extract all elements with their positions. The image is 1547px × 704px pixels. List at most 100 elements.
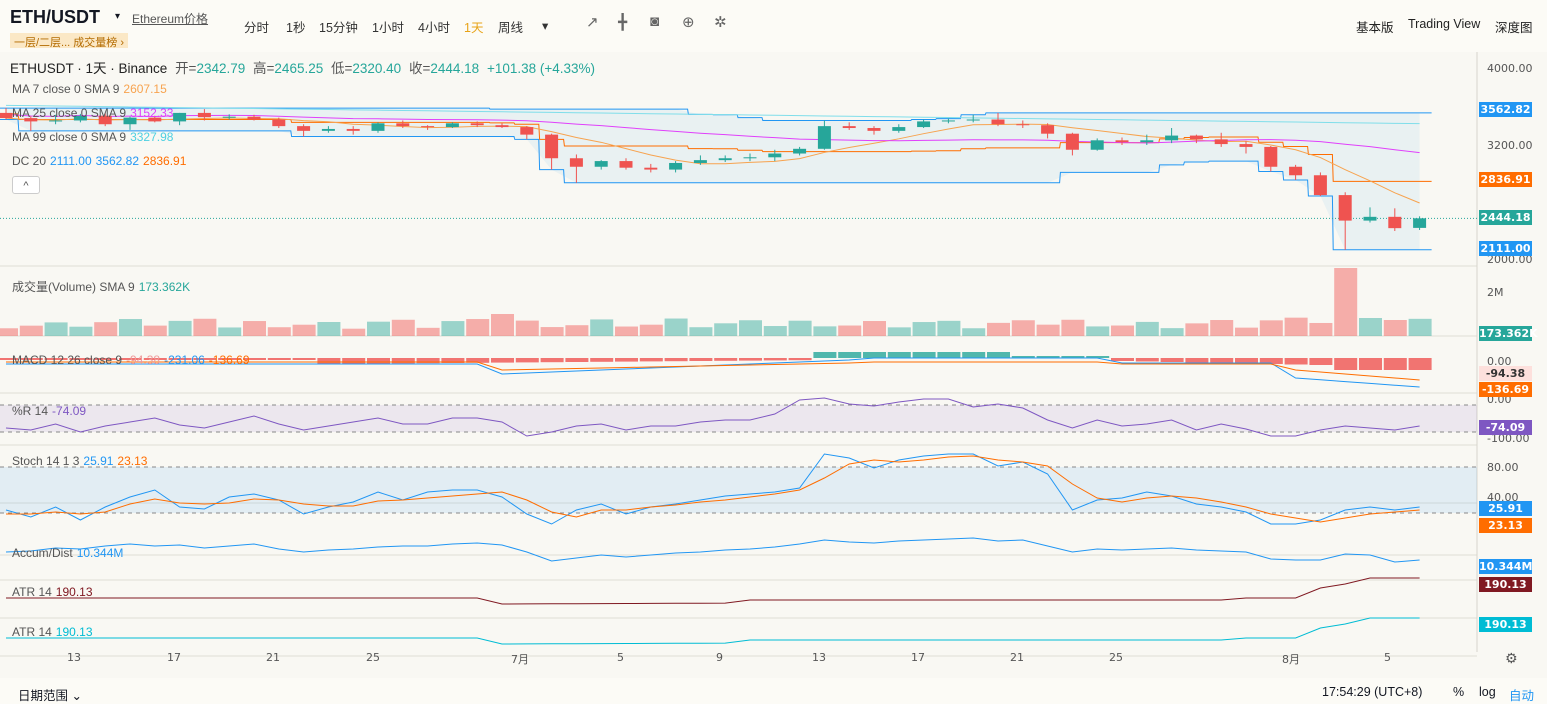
- macd-bar: [1408, 358, 1432, 370]
- macd-bar: [590, 358, 614, 362]
- settings-gear-icon[interactable]: ⚙: [1505, 650, 1518, 666]
- ma25-line: [5, 113, 1420, 154]
- symbol-info: ETHUSDT · 1天 · Binance: [10, 61, 168, 76]
- ma25-legend[interactable]: MA 25 close 0 SMA 9 3152.33: [12, 106, 173, 120]
- price-tick: 4000.00: [1487, 62, 1533, 75]
- macd-bar: [1359, 358, 1382, 370]
- tag-bar[interactable]: 一层/二层... 成交量榜 ›: [10, 33, 129, 49]
- macd-label: MACD 12 26 close 9: [12, 353, 123, 367]
- date-range-button[interactable]: 日期范围 ⌄: [18, 689, 82, 703]
- bottom-bar: 日期范围 ⌄ 17:54:29 (UTC+8) % log 自动: [0, 678, 1547, 704]
- volume-bar: [1135, 321, 1159, 336]
- candle-body: [743, 157, 757, 159]
- candle-type-icon[interactable]: ╋: [618, 14, 628, 31]
- log-toggle[interactable]: log: [1479, 685, 1496, 699]
- volume-bar: [1383, 320, 1407, 336]
- last-price-pill: 2444.18: [1479, 210, 1532, 225]
- chart-canvas[interactable]: [0, 52, 1547, 678]
- atr1-line: [6, 577, 1420, 605]
- wr-legend[interactable]: %R 14 -74.09: [12, 404, 86, 418]
- candle-body: [644, 167, 658, 170]
- candle-body: [917, 121, 931, 128]
- candle-body: [941, 120, 955, 122]
- volume-bar: [1086, 326, 1110, 336]
- add-icon[interactable]: ⊕: [682, 14, 695, 31]
- atr2-legend[interactable]: ATR 14 190.13: [12, 625, 93, 639]
- candle-body: [867, 128, 881, 131]
- interval-timeline[interactable]: 分时: [244, 21, 270, 35]
- ma7-legend[interactable]: MA 7 close 0 SMA 9 2607.15: [12, 82, 167, 96]
- macd-bar: [515, 358, 539, 363]
- candle-body: [1115, 140, 1129, 143]
- view-tradingview[interactable]: Trading View: [1408, 17, 1481, 31]
- volume-bar: [0, 328, 18, 336]
- camera-icon[interactable]: ◙: [650, 13, 660, 30]
- stoch-tick-40: 40.00: [1487, 491, 1519, 504]
- high-label: 高=: [253, 61, 275, 76]
- symbol-dropdown-icon[interactable]: ▾: [115, 11, 121, 22]
- volume-bar: [267, 327, 291, 336]
- view-basic[interactable]: 基本版: [1356, 21, 1394, 35]
- time-tick: 17: [167, 651, 181, 664]
- macd-legend[interactable]: MACD 12 26 close 9 -94.38 -231.06 -136.69: [12, 353, 250, 367]
- macd-bar: [1185, 358, 1209, 363]
- donchian-mid-line: [0, 113, 1432, 182]
- ma99-legend[interactable]: MA 99 close 0 SMA 9 3327.98: [12, 130, 173, 144]
- candle-body: [817, 126, 831, 149]
- tag-layer[interactable]: 一层/二层...: [14, 37, 71, 49]
- candle-body: [0, 112, 13, 119]
- interval-1d[interactable]: 1天: [464, 21, 484, 35]
- interval-1s[interactable]: 1秒: [286, 21, 306, 35]
- volume-bar: [317, 322, 341, 336]
- volume-bar: [218, 327, 242, 336]
- wr-band: [0, 405, 1477, 432]
- macd-bar: [887, 352, 911, 358]
- symbol-title[interactable]: ETH/USDT: [10, 7, 100, 27]
- more-intervals-icon[interactable]: ▾: [542, 19, 549, 33]
- volume-bar: [615, 326, 638, 336]
- view-depth[interactable]: 深度图: [1495, 21, 1533, 35]
- time-tick: 21: [266, 651, 280, 664]
- macd-bar: [689, 358, 713, 361]
- macd-bar: [763, 358, 787, 361]
- candle-body: [669, 162, 683, 170]
- open-label: 开=: [175, 61, 197, 76]
- stoch-legend[interactable]: Stoch 14 1 3 25.91 23.13: [12, 454, 147, 468]
- volume-bar: [1036, 324, 1060, 336]
- volume-legend[interactable]: 成交量(Volume) SMA 9 173.362K: [12, 278, 190, 295]
- volume-bar: [838, 325, 862, 336]
- ma25-value: 3152.33: [130, 106, 174, 120]
- candle-body: [768, 153, 782, 158]
- volume-bar: [1259, 320, 1283, 336]
- atr1-legend[interactable]: ATR 14 190.13: [12, 585, 93, 599]
- candle-body: [1090, 140, 1104, 150]
- stoch-d-pill: 23.13: [1479, 518, 1532, 533]
- macd-signal-pill: -136.69: [1479, 382, 1532, 397]
- volume-bar: [441, 321, 465, 336]
- interval-4h[interactable]: 4小时: [418, 21, 450, 35]
- percent-toggle[interactable]: %: [1453, 685, 1465, 699]
- macd-bar: [937, 352, 961, 358]
- volume-bar: [937, 320, 961, 336]
- candle-body: [49, 120, 63, 122]
- settings-icon[interactable]: ✲: [714, 14, 727, 31]
- volume-bar: [491, 314, 514, 336]
- collapse-legend-button[interactable]: ^: [12, 176, 40, 194]
- candle-body: [445, 123, 459, 128]
- ad-legend[interactable]: Accum/Dist 10.344M: [12, 546, 123, 560]
- candle-body: [396, 123, 410, 127]
- tag-volume-rank[interactable]: 成交量榜: [73, 37, 118, 49]
- interval-15m[interactable]: 15分钟: [319, 21, 358, 35]
- macd-bar: [119, 358, 142, 360]
- volume-bar: [1284, 317, 1308, 336]
- candle-body: [371, 123, 385, 131]
- interval-week[interactable]: 周线: [498, 21, 524, 35]
- indicator-icon[interactable]: ↗: [586, 14, 599, 31]
- dc-legend[interactable]: DC 20 2111.00 3562.82 2836.91: [12, 154, 186, 168]
- ethereum-price-link[interactable]: Ethereum价格: [132, 12, 209, 26]
- auto-toggle[interactable]: 自动: [1509, 689, 1535, 703]
- volume-label: 成交量(Volume) SMA 9: [12, 280, 135, 294]
- candle-body: [619, 161, 633, 168]
- clock[interactable]: 17:54:29 (UTC+8): [1322, 685, 1423, 699]
- interval-1h[interactable]: 1小时: [372, 21, 404, 35]
